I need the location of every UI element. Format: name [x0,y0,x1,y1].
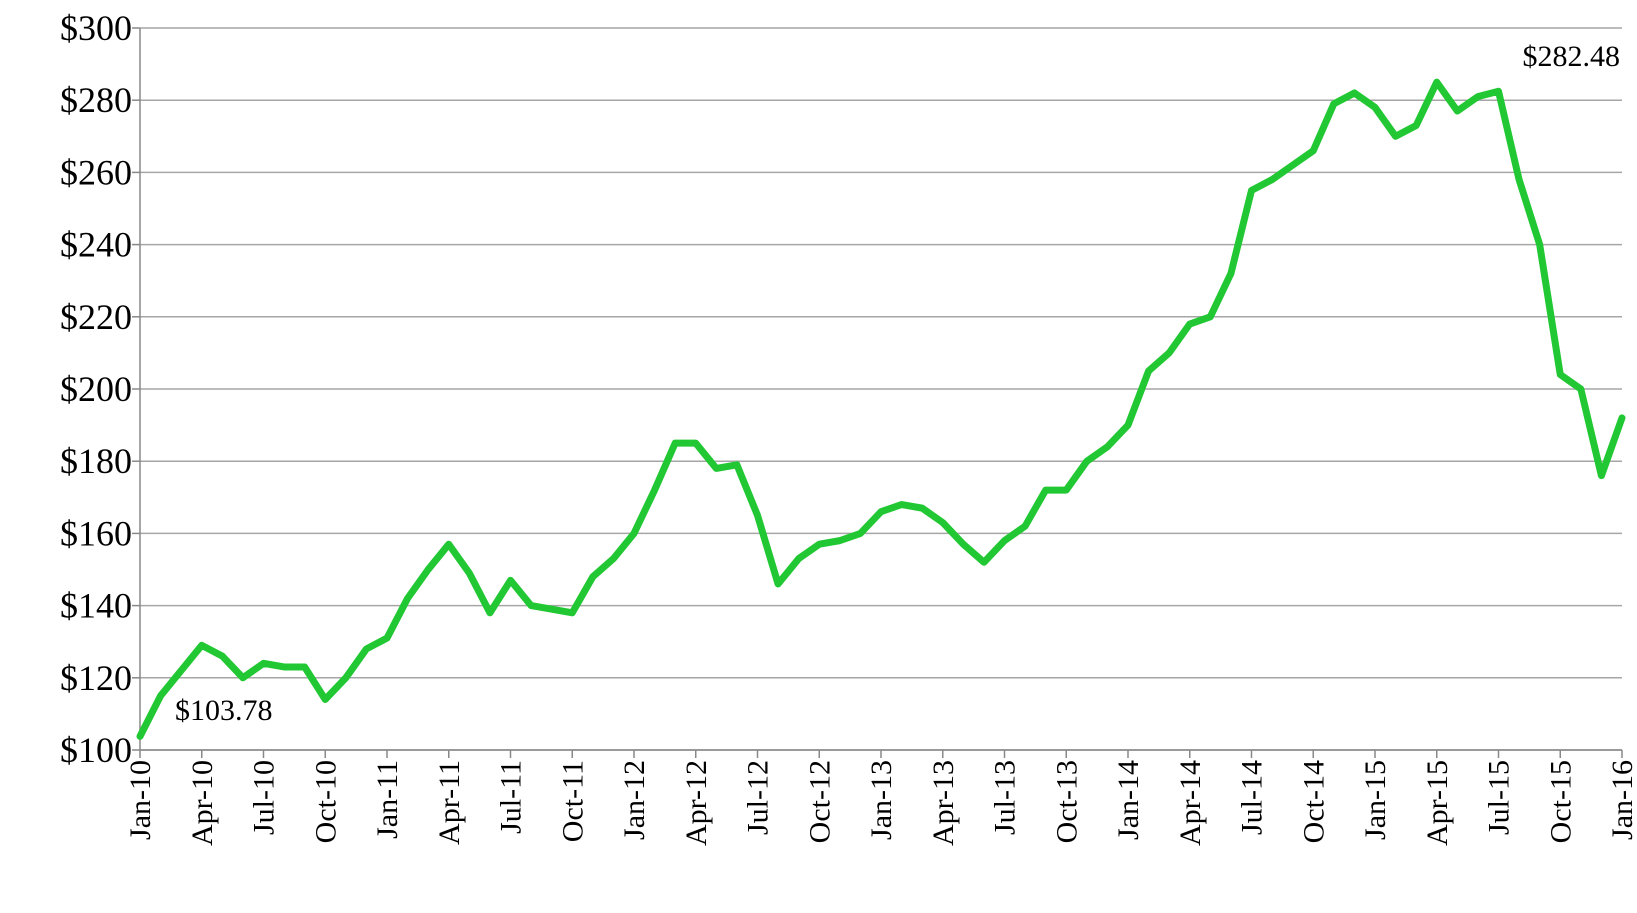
x-tick-label: Oct-13 [1050,760,1083,843]
line [136,78,1626,740]
x-tick-label: Jan-11 [371,760,404,839]
x-tick-label: Jul-13 [989,760,1022,835]
x-tick-label: Oct-14 [1297,760,1330,843]
y-tick-label: $200 [60,369,132,409]
y-tick-label: $180 [60,441,132,481]
x-tick-label: Jul-14 [1236,760,1269,835]
x-tick-label: Jul-12 [742,760,775,835]
annotation: $103.78 [175,694,273,727]
annotation: $282.48 [1523,40,1621,73]
x-tick-label: Jan-16 [1606,760,1637,840]
x-tick-label: Apr-11 [433,760,466,845]
x-tick-label: Jul-10 [248,760,281,835]
x-tick-label: Oct-15 [1544,760,1577,843]
x-tick-label: Apr-12 [680,760,713,846]
y-tick-label: $300 [60,8,132,48]
y-tick-label: $280 [60,80,132,120]
x-tick-label: Apr-13 [927,760,960,846]
y-tick-label: $120 [60,658,132,698]
x-tick-label: Apr-15 [1421,760,1454,846]
x-tick-label: Apr-10 [186,760,219,846]
x-tick-label: Oct-11 [556,760,589,842]
y-tick-label: $160 [60,513,132,553]
x-tick-label: Oct-12 [803,760,836,843]
x-tick-label: Jan-13 [865,760,898,840]
y-tick-label: $240 [60,225,132,265]
x-tick-label: Jul-15 [1483,760,1516,835]
x-tick-label: Jan-10 [124,760,157,840]
x-tick-label: Jan-15 [1359,760,1392,840]
y-tick-label: $220 [60,297,132,337]
y-tick-label: $260 [60,152,132,192]
x-tick-label: Jan-12 [618,760,651,840]
y-tick-label: $100 [60,730,132,770]
x-tick-label: Jan-14 [1112,760,1145,840]
x-tick-label: Jul-11 [495,760,528,834]
y-tick-label: $140 [60,586,132,626]
x-tick-label: Apr-14 [1174,760,1207,846]
x-tick-label: Oct-10 [309,760,342,843]
